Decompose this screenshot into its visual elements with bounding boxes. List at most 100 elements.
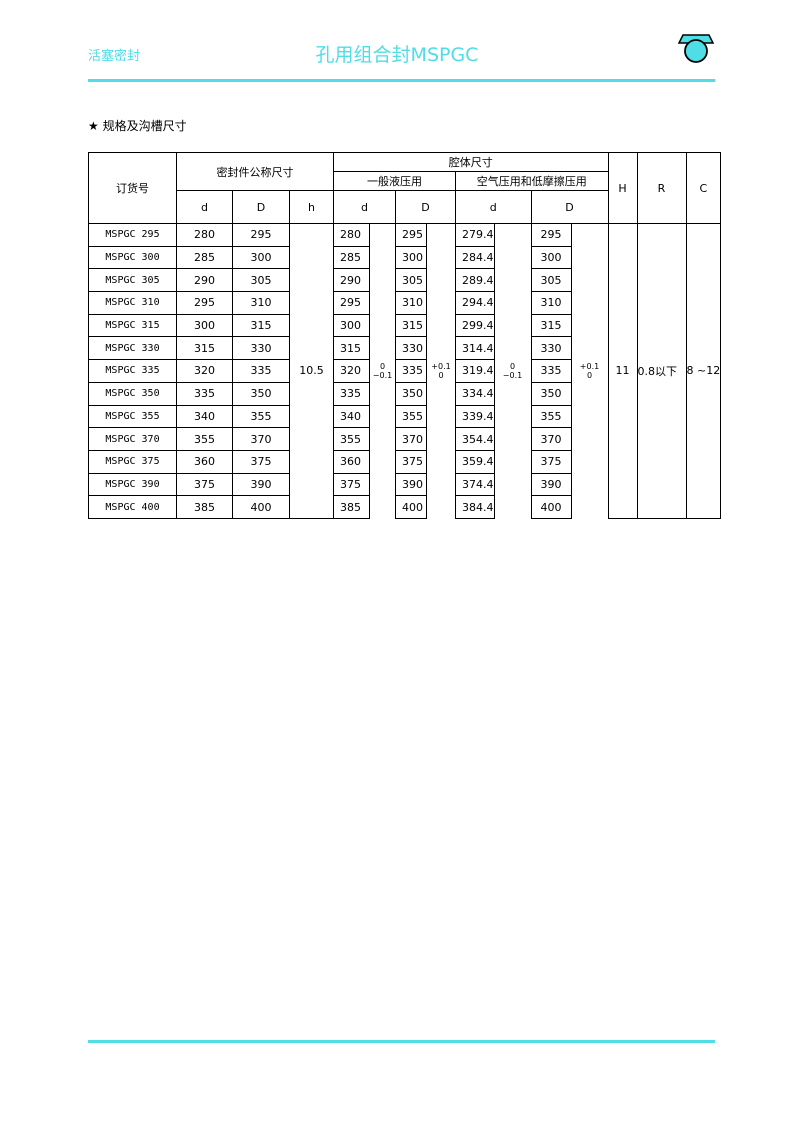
air-D: 300 bbox=[530, 245, 572, 270]
air-D: 305 bbox=[530, 268, 572, 293]
header-category: 活塞密封 bbox=[88, 49, 141, 64]
air-d: 384.4 bbox=[455, 495, 495, 519]
air-d: 374.4 bbox=[455, 472, 495, 497]
seal-d: 360 bbox=[176, 449, 233, 474]
air-D: 315 bbox=[530, 313, 572, 338]
hyd-d: 315 bbox=[333, 336, 370, 361]
air-d: 319.4 bbox=[455, 359, 495, 383]
seal-d: 280 bbox=[176, 223, 233, 247]
order-number: MSPGC 355 bbox=[88, 404, 177, 429]
seal-D: 375 bbox=[232, 449, 290, 474]
header-C: C bbox=[685, 152, 722, 224]
hyd-D: 370 bbox=[395, 427, 427, 451]
hyd-D: 310 bbox=[395, 291, 427, 315]
order-number: MSPGC 315 bbox=[88, 313, 177, 338]
seal-D: 350 bbox=[232, 381, 290, 406]
header-R: R bbox=[636, 152, 687, 224]
hyd-D: 295 bbox=[395, 223, 427, 247]
order-number: MSPGC 305 bbox=[88, 268, 177, 293]
order-number: MSPGC 335 bbox=[88, 359, 177, 383]
seal-d: 385 bbox=[176, 495, 233, 519]
chamfer-C: 8 ~12 bbox=[685, 223, 722, 519]
spec-table: 订货号 密封件公称尺寸 腔体尺寸 H R C 一般液压用 空气压用和低摩擦压用 … bbox=[88, 152, 722, 519]
order-number: MSPGC 295 bbox=[88, 223, 177, 247]
header-hyd-d: d bbox=[333, 190, 396, 224]
table-row: MSPGC 355 340 355 340 355 339.4 355 bbox=[88, 404, 721, 429]
hyd-D: 400 bbox=[395, 495, 427, 519]
hyd-d: 355 bbox=[333, 427, 370, 451]
hyd-D: 390 bbox=[395, 472, 427, 497]
air-D: 335 bbox=[530, 359, 572, 383]
hyd-D-tolerance: +0.1 0 bbox=[426, 223, 456, 519]
seal-D: 300 bbox=[232, 245, 290, 270]
tolerance-upper: 0 bbox=[379, 362, 386, 372]
hyd-d: 285 bbox=[333, 245, 370, 270]
hyd-D: 335 bbox=[395, 359, 427, 383]
air-D: 390 bbox=[530, 472, 572, 497]
tolerance-upper: 0 bbox=[509, 362, 516, 372]
header-divider bbox=[88, 79, 715, 82]
header-pneumatic: 空气压用和低摩擦压用 bbox=[455, 171, 609, 191]
header-air-D: D bbox=[530, 190, 609, 224]
air-d: 359.4 bbox=[455, 449, 495, 474]
air-D: 330 bbox=[530, 336, 572, 361]
air-d: 314.4 bbox=[455, 336, 495, 361]
hyd-D: 300 bbox=[395, 245, 427, 270]
order-number: MSPGC 350 bbox=[88, 381, 177, 406]
header-hyd-D: D bbox=[395, 190, 456, 224]
tolerance-lower: −0.1 bbox=[372, 371, 393, 381]
table-row: MSPGC 305 290 305 290 305 289.4 305 bbox=[88, 268, 721, 293]
seal-D: 295 bbox=[232, 223, 290, 247]
table-row: MSPGC 330 315 330 315 330 314.4 330 bbox=[88, 336, 721, 361]
seal-h: 10.5 bbox=[289, 223, 334, 519]
order-number: MSPGC 300 bbox=[88, 245, 177, 270]
seal-D: 315 bbox=[232, 313, 290, 338]
seal-d: 355 bbox=[176, 427, 233, 451]
seal-D: 390 bbox=[232, 472, 290, 497]
seal-D: 330 bbox=[232, 336, 290, 361]
air-D: 355 bbox=[530, 404, 572, 429]
hyd-d: 320 bbox=[333, 359, 370, 383]
header-H: H bbox=[607, 152, 638, 224]
air-d: 294.4 bbox=[455, 291, 495, 315]
air-D: 375 bbox=[530, 449, 572, 474]
seal-D: 310 bbox=[232, 291, 290, 315]
hyd-d: 295 bbox=[333, 291, 370, 315]
table-row: MSPGC 295 280 295 10.5 280 0 −0.1 295 +0.1 0 279.4… bbox=[88, 223, 722, 519]
air-D: 310 bbox=[530, 291, 572, 315]
hyd-D: 305 bbox=[395, 268, 427, 293]
page-title: 孔用组合封MSPGC bbox=[315, 44, 479, 66]
air-d: 354.4 bbox=[455, 427, 495, 451]
tolerance-lower: −0.1 bbox=[502, 371, 523, 381]
air-D: 295 bbox=[530, 223, 572, 247]
tolerance-upper: +0.1 bbox=[431, 362, 451, 372]
hyd-D: 375 bbox=[395, 449, 427, 474]
header-seal-d: d bbox=[176, 190, 233, 224]
hyd-D: 330 bbox=[395, 336, 427, 361]
groove-H: 11 bbox=[607, 223, 638, 519]
order-number: MSPGC 390 bbox=[88, 472, 177, 497]
tolerance-upper: +0.1 bbox=[579, 362, 600, 372]
seal-d: 300 bbox=[176, 313, 233, 338]
table-row: MSPGC 350 335 350 335 350 334.4 350 bbox=[88, 381, 721, 406]
air-d: 289.4 bbox=[455, 268, 495, 293]
seal-D: 400 bbox=[232, 495, 290, 519]
air-D: 370 bbox=[530, 427, 572, 451]
header-cavity-size: 腔体尺寸 bbox=[333, 152, 609, 172]
header-order: 订货号 bbox=[88, 152, 177, 224]
hyd-d-tolerance: 0 −0.1 bbox=[369, 223, 396, 519]
order-number: MSPGC 370 bbox=[88, 427, 177, 451]
table-row: MSPGC 390 375 390 375 390 374.4 390 bbox=[88, 472, 721, 497]
seal-D: 355 bbox=[232, 404, 290, 429]
section-title: ★ 规格及沟槽尺寸 bbox=[88, 119, 187, 133]
order-number: MSPGC 310 bbox=[88, 291, 177, 315]
hyd-d: 300 bbox=[333, 313, 370, 338]
hyd-D: 315 bbox=[395, 313, 427, 338]
seal-d: 290 bbox=[176, 268, 233, 293]
table-row: MSPGC 400 385 400 385 400 384.4 400 bbox=[88, 495, 721, 519]
air-d-tolerance: 0 −0.1 bbox=[493, 223, 532, 519]
seal-d: 375 bbox=[176, 472, 233, 497]
order-number: MSPGC 400 bbox=[88, 495, 177, 519]
seal-d: 340 bbox=[176, 404, 233, 429]
hyd-d: 335 bbox=[333, 381, 370, 406]
